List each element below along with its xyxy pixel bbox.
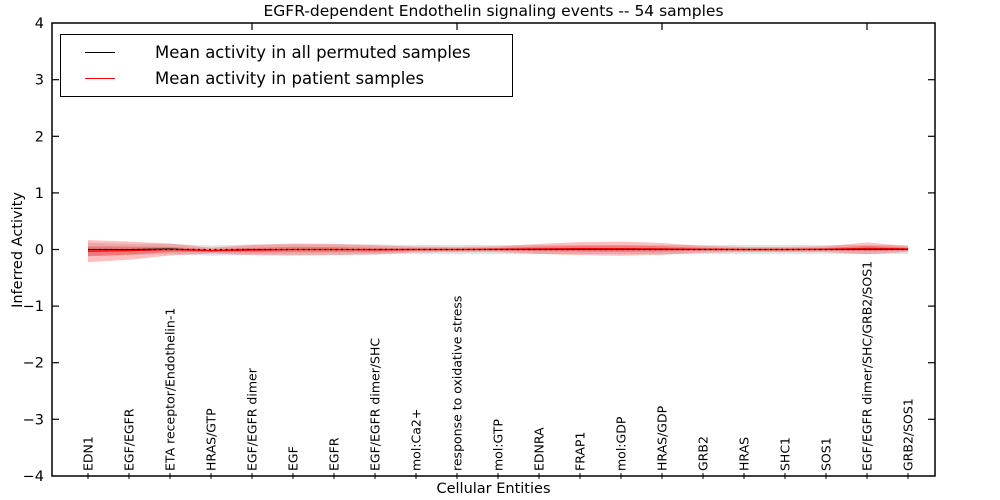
x-category-label: FRAP1: [573, 432, 588, 471]
x-category-label: EGF/EGFR dimer: [245, 367, 260, 471]
x-category-label: EGF/EGFR dimer/SHC/GRB2/SOS1: [860, 261, 875, 471]
x-category-label: EGFR: [327, 437, 342, 471]
y-tick-label: −1: [23, 299, 44, 315]
y-tick-label: 2: [35, 129, 44, 145]
x-category-label: EDNRA: [532, 427, 547, 471]
permuted-line-swatch-icon: [85, 51, 115, 53]
x-category-label: ETA receptor/Endothelin-1: [163, 308, 178, 471]
chart-title: EGFR-dependent Endothelin signaling even…: [263, 2, 724, 20]
x-category-label: EGF/EGFR: [122, 408, 137, 471]
x-category-label: HRAS: [737, 437, 752, 471]
y-tick-label: −3: [23, 412, 44, 428]
x-category-label: EGF/EGFR dimer/SHC: [368, 338, 383, 471]
legend-label: Mean activity in all permuted samples: [155, 42, 471, 62]
x-category-label: response to oxidative stress: [450, 296, 465, 471]
x-category-label: SHC1: [778, 437, 793, 471]
y-tick-label: 1: [35, 186, 44, 202]
legend-label: Mean activity in patient samples: [155, 69, 425, 89]
y-tick-label: 3: [35, 73, 44, 89]
x-category-label: HRAS/GTP: [204, 408, 219, 471]
y-tick-label: 4: [35, 16, 44, 32]
legend-item-patient: Mean activity in patient samples: [61, 69, 512, 88]
patient-std-band: [88, 240, 908, 263]
y-tick-label: 0: [35, 243, 44, 259]
x-category-label: GRB2: [696, 436, 711, 471]
x-category-label: mol:GTP: [491, 419, 506, 471]
patient-std-band-inner: [88, 245, 908, 257]
x-category-label: EDN1: [81, 436, 96, 471]
patient-line-swatch-icon: [85, 78, 115, 80]
x-category-label: mol:GDP: [614, 416, 629, 471]
x-category-label: HRAS/GDP: [655, 405, 670, 471]
legend: Mean activity in all permuted samples Me…: [60, 34, 513, 97]
x-category-label: SOS1: [819, 437, 834, 471]
y-axis-label: Inferred Activity: [10, 192, 26, 308]
x-axis-label: Cellular Entities: [436, 481, 551, 497]
legend-item-permuted: Mean activity in all permuted samples: [61, 43, 512, 62]
x-category-label: GRB2/SOS1: [901, 398, 916, 471]
x-category-label: EGF: [286, 446, 301, 471]
y-tick-label: −4: [23, 469, 44, 485]
x-category-label: mol:Ca2+: [409, 409, 424, 471]
y-tick-label: −2: [23, 356, 44, 372]
